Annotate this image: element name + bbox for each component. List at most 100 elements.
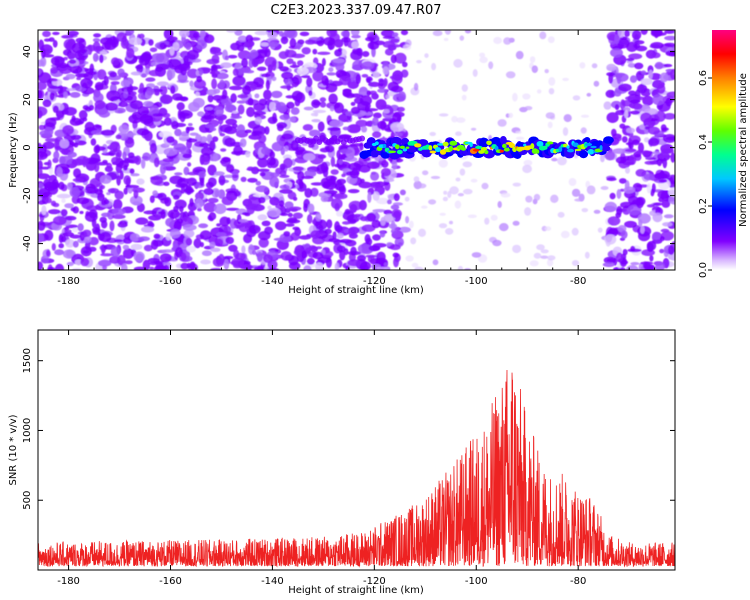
noise-blob <box>111 208 126 216</box>
noise-blob <box>630 99 641 104</box>
noise-blob <box>197 111 205 117</box>
noise-blob <box>336 150 341 159</box>
signal-blob-core <box>448 145 454 152</box>
noise-blob <box>462 161 473 168</box>
noise-blob <box>479 56 488 64</box>
noise-blob <box>390 204 400 210</box>
noise-blob <box>334 221 340 232</box>
noise-blob <box>390 54 397 64</box>
noise-blob <box>269 101 277 112</box>
noise-blob <box>100 37 113 45</box>
noise-blob <box>579 62 586 69</box>
noise-blob <box>116 175 121 186</box>
noise-blob <box>456 117 466 123</box>
x-tick-label: -80 <box>570 276 586 287</box>
noise-blob <box>421 205 428 209</box>
noise-blob <box>301 175 314 179</box>
noise-blob <box>375 266 390 270</box>
noise-blob <box>199 142 210 148</box>
noise-blob <box>634 62 644 70</box>
noise-blob <box>668 187 675 198</box>
noise-blob <box>657 160 662 167</box>
snr-panel: -180 -160 -140 -120 -100 -80 500 1000 1500 Heigh… <box>8 329 676 596</box>
noise-blob <box>385 94 390 99</box>
noise-blob <box>292 166 304 172</box>
noise-blob <box>239 264 253 270</box>
noise-blob <box>323 37 336 46</box>
noise-blob <box>52 202 60 208</box>
noise-blob <box>497 201 502 208</box>
noise-blob <box>134 155 142 165</box>
noise-blob <box>228 85 243 91</box>
noise-blob <box>97 192 105 202</box>
noise-blob <box>237 104 245 115</box>
noise-blob <box>640 30 648 35</box>
noise-blob <box>241 245 246 254</box>
noise-blob <box>154 90 160 96</box>
noise-blob <box>69 59 77 64</box>
chart-title: C2E3.2023.337.09.47.R07 <box>270 3 441 18</box>
noise-blob <box>69 91 81 98</box>
noise-blob <box>612 148 627 154</box>
noise-blob <box>266 267 280 270</box>
noise-blob <box>72 206 80 214</box>
noise-blob <box>503 37 512 45</box>
noise-blob <box>326 219 333 229</box>
noise-blob <box>212 136 219 143</box>
noise-blob <box>170 85 176 94</box>
noise-blob <box>195 91 200 97</box>
noise-blob <box>584 251 590 259</box>
noise-blob <box>316 170 324 175</box>
noise-blob <box>418 228 426 237</box>
noise-blob <box>186 49 199 60</box>
noise-blob <box>123 89 128 99</box>
noise-blob <box>193 32 199 39</box>
noise-blob <box>319 101 327 108</box>
noise-blob <box>201 250 212 257</box>
noise-blob <box>188 123 193 127</box>
noise-blob <box>52 31 60 36</box>
noise-blob <box>207 94 214 103</box>
noise-blob <box>216 223 221 227</box>
noise-blob <box>232 68 239 76</box>
y-tick-label: 1000 <box>22 418 33 443</box>
noise-blob <box>551 157 558 162</box>
noise-blob <box>110 81 120 85</box>
noise-blob <box>147 257 160 263</box>
noise-blob <box>662 222 673 227</box>
noise-blob <box>328 238 340 243</box>
noise-blob <box>323 190 338 195</box>
noise-blob <box>666 91 675 98</box>
noise-blob <box>106 192 111 196</box>
noise-blob <box>557 156 567 166</box>
noise-blob <box>350 246 357 256</box>
noise-blob <box>230 42 241 51</box>
noise-blob <box>386 199 392 205</box>
noise-blob <box>581 208 589 213</box>
noise-blob <box>180 66 187 76</box>
noise-blob <box>301 250 307 259</box>
noise-blob <box>223 259 230 270</box>
noise-blob <box>619 178 627 184</box>
signal-blob-core <box>486 140 492 146</box>
colorbar-tick-label: 0.4 <box>698 134 709 150</box>
noise-blob <box>619 188 625 192</box>
noise-blob <box>663 63 673 68</box>
noise-blob <box>219 216 230 227</box>
noise-blob <box>348 227 356 237</box>
noise-blob <box>198 171 206 178</box>
noise-blob <box>199 230 212 241</box>
noise-blob <box>180 252 187 261</box>
noise-blob <box>650 42 664 49</box>
noise-blob <box>449 186 459 195</box>
noise-blob <box>390 38 400 43</box>
noise-blob <box>336 245 346 253</box>
noise-blob <box>112 214 126 219</box>
noise-blob <box>401 69 409 78</box>
spectrogram-xlabel: Height of straight line (km) <box>288 285 424 296</box>
noise-blob <box>122 248 134 259</box>
x-tick-label: -120 <box>363 576 386 587</box>
noise-blob <box>652 202 663 206</box>
noise-blob <box>166 136 175 144</box>
noise-blob <box>668 194 675 205</box>
